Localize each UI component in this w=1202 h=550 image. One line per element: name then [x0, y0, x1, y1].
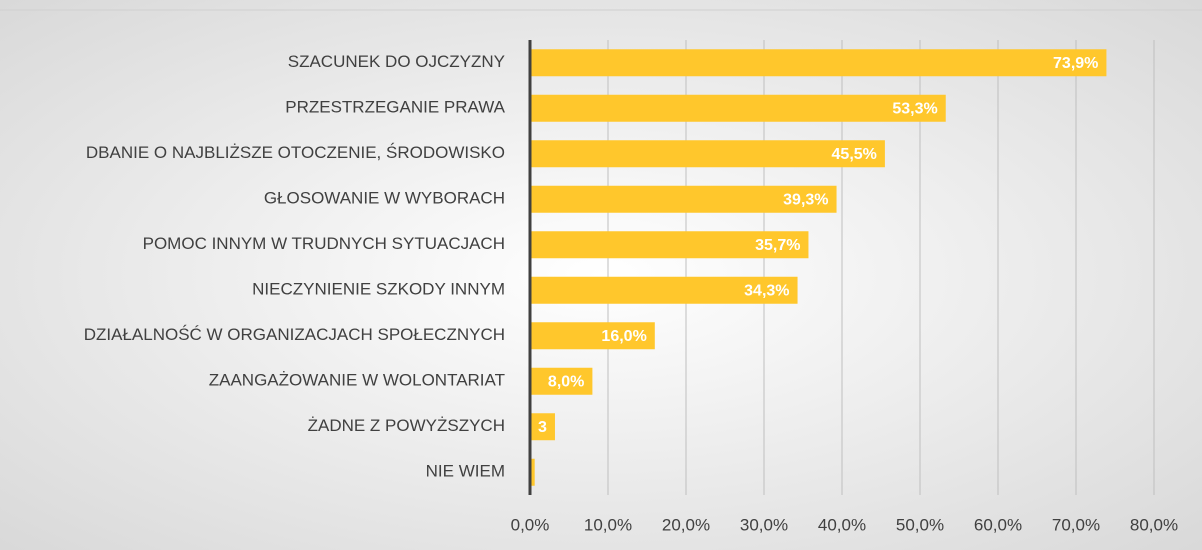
bar: [530, 94, 946, 122]
x-tick-label: 30,0%: [740, 515, 788, 534]
bar: [530, 322, 655, 350]
value-label: 53,3%: [892, 100, 937, 117]
value-label: 35,7%: [755, 237, 800, 254]
y-tick-label: SZACUNEK DO OJCZYZNY: [288, 52, 505, 71]
x-tick-label: 0,0%: [511, 515, 550, 534]
y-tick-label: NIECZYNIENIE SZKODY INNYM: [252, 280, 505, 299]
bar: [530, 276, 798, 304]
x-tick-label: 60,0%: [974, 515, 1022, 534]
y-tick-label: DZIAŁALNOŚĆ W ORGANIZACJACH SPOŁECZNYCH: [84, 325, 505, 344]
x-tick-label: 10,0%: [584, 515, 632, 534]
bar: [530, 140, 885, 168]
x-tick-label: 20,0%: [662, 515, 710, 534]
bar: [530, 185, 837, 213]
value-label: 45,5%: [832, 146, 877, 163]
value-label: 39,3%: [783, 191, 828, 208]
bar: [530, 49, 1107, 77]
bar: [530, 231, 809, 259]
x-tick-label: 80,0%: [1130, 515, 1178, 534]
bar: [530, 413, 555, 441]
value-label: 16,0%: [601, 328, 646, 345]
value-label: 3: [538, 419, 547, 436]
y-tick-label: ZAANGAŻOWANIE W WOLONTARIAT: [209, 371, 505, 390]
x-tick-label: 50,0%: [896, 515, 944, 534]
bar: [530, 367, 593, 395]
value-label: 73,9%: [1053, 55, 1098, 72]
x-tick-label: 40,0%: [818, 515, 866, 534]
y-tick-label: NIE WIEM: [426, 462, 505, 481]
y-tick-label: ŻADNE Z POWYŻSZYCH: [308, 416, 505, 435]
y-tick-label: GŁOSOWANIE W WYBORACH: [264, 189, 505, 208]
value-label: 34,3%: [744, 282, 789, 299]
x-tick-label: 70,0%: [1052, 515, 1100, 534]
y-tick-label: POMOC INNYM W TRUDNYCH SYTUACJACH: [143, 234, 505, 253]
bar: [530, 458, 535, 486]
value-label: 8,0%: [548, 373, 584, 390]
y-tick-label: DBANIE O NAJBLIŻSZE OTOCZENIE, ŚRODOWISK…: [86, 143, 505, 162]
y-tick-label: PRZESTRZEGANIE PRAWA: [285, 98, 505, 117]
